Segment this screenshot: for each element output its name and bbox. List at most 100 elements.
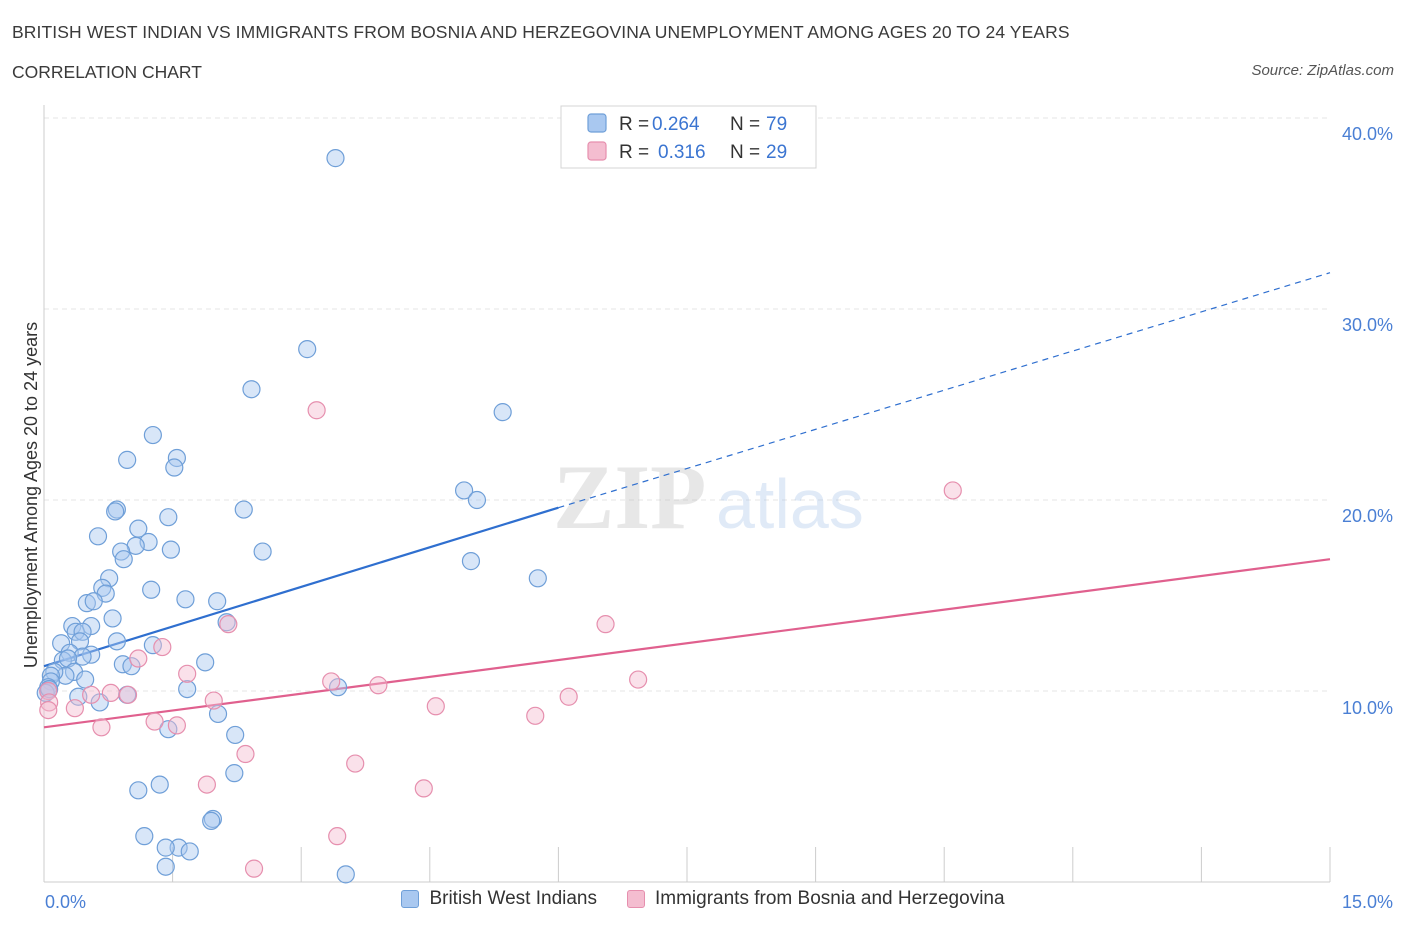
data-point[interactable] <box>159 508 178 527</box>
data-point[interactable] <box>135 827 154 846</box>
legend-label: British West Indians <box>429 888 597 909</box>
y-tick-labels: 40.0% 30.0% 20.0% 10.0% <box>1342 124 1393 718</box>
data-point[interactable] <box>107 632 126 651</box>
data-point[interactable] <box>322 672 341 691</box>
legend-n-value: 79 <box>766 114 787 135</box>
data-point[interactable] <box>226 725 245 745</box>
data-point[interactable] <box>454 481 474 500</box>
data-point[interactable] <box>65 699 84 718</box>
data-point[interactable] <box>101 683 120 703</box>
data-point[interactable] <box>153 637 172 657</box>
data-point[interactable] <box>197 775 216 794</box>
data-point[interactable] <box>208 592 227 611</box>
data-point[interactable] <box>467 490 487 510</box>
data-point[interactable] <box>159 720 178 739</box>
data-point[interactable] <box>82 685 101 704</box>
trend-line-bwi <box>43 506 559 668</box>
data-point[interactable] <box>41 666 60 685</box>
data-point[interactable] <box>122 657 141 676</box>
source-credit: Source: ZipAtlas.com <box>1251 62 1394 79</box>
trend-lines <box>43 272 1331 729</box>
data-point[interactable] <box>167 716 186 735</box>
data-point[interactable] <box>414 779 433 798</box>
data-point[interactable] <box>328 827 347 846</box>
data-point[interactable] <box>461 552 481 571</box>
data-point[interactable] <box>118 685 138 704</box>
data-point[interactable] <box>156 838 175 857</box>
data-point[interactable] <box>63 616 82 636</box>
data-point[interactable] <box>369 676 388 695</box>
data-point[interactable] <box>142 580 161 599</box>
legend-swatch-blue <box>401 890 420 908</box>
data-point[interactable] <box>336 865 355 884</box>
y-tick-label: 30.0% <box>1342 315 1393 335</box>
data-point[interactable] <box>244 859 264 878</box>
data-point[interactable] <box>253 542 272 561</box>
data-point[interactable] <box>129 781 148 800</box>
data-point[interactable] <box>114 550 133 569</box>
data-point[interactable] <box>77 594 96 613</box>
legend-r-value: 0.264 <box>652 114 700 135</box>
data-point[interactable] <box>208 704 228 724</box>
data-point[interactable] <box>106 502 125 521</box>
data-point[interactable] <box>84 592 103 611</box>
data-point[interactable] <box>225 764 244 783</box>
data-point[interactable] <box>165 458 184 477</box>
watermark-atlas: atlas <box>716 465 864 543</box>
data-point[interactable] <box>298 340 317 359</box>
legend-r-label: R = <box>619 142 649 163</box>
legend-n-value: 29 <box>766 142 787 163</box>
y-tick-label: 40.0% <box>1342 124 1393 144</box>
data-point[interactable] <box>493 403 512 422</box>
data-point[interactable] <box>204 691 223 710</box>
data-point[interactable] <box>236 744 255 764</box>
data-point[interactable] <box>92 718 111 737</box>
data-point[interactable] <box>242 380 261 399</box>
data-point[interactable] <box>943 481 962 500</box>
data-point[interactable] <box>40 693 59 712</box>
data-point[interactable] <box>234 500 253 519</box>
y-tick-label: 20.0% <box>1342 506 1393 526</box>
data-point[interactable] <box>169 838 188 857</box>
data-point[interactable] <box>346 754 365 773</box>
data-point[interactable] <box>180 842 199 861</box>
data-point[interactable] <box>196 653 215 672</box>
data-point[interactable] <box>100 569 119 588</box>
data-point[interactable] <box>150 775 169 794</box>
data-point[interactable] <box>528 569 547 588</box>
legend-swatch-pink <box>587 141 607 161</box>
data-point[interactable] <box>39 700 58 720</box>
legend-item-british-west-indians[interactable]: British West Indians <box>401 888 597 910</box>
data-point[interactable] <box>103 609 122 628</box>
data-point[interactable] <box>326 149 345 168</box>
legend-item-bosnia-herzegovina[interactable]: Immigrants from Bosnia and Herzegovina <box>627 888 1005 910</box>
data-point[interactable] <box>178 679 197 699</box>
data-point[interactable] <box>219 615 238 634</box>
data-point[interactable] <box>93 578 112 597</box>
data-point[interactable] <box>202 811 221 830</box>
data-point[interactable] <box>526 706 545 725</box>
watermark-zip: ZIP <box>553 446 706 548</box>
data-point[interactable] <box>596 615 615 634</box>
data-point[interactable] <box>145 712 164 731</box>
data-point[interactable] <box>70 632 90 651</box>
data-point[interactable] <box>143 425 162 445</box>
legend-label: Immigrants from Bosnia and Herzegovina <box>655 888 1005 909</box>
data-point[interactable] <box>73 647 92 666</box>
data-point[interactable] <box>76 670 95 689</box>
data-point[interactable] <box>629 670 648 689</box>
data-point[interactable] <box>176 590 195 609</box>
data-point[interactable] <box>178 664 197 683</box>
data-point[interactable] <box>88 527 108 546</box>
data-point[interactable] <box>426 697 445 716</box>
data-point[interactable] <box>559 687 578 706</box>
data-point[interactable] <box>161 540 180 559</box>
data-point[interactable] <box>66 622 85 641</box>
legend-r-label: R = <box>619 114 649 135</box>
data-point[interactable] <box>307 401 326 420</box>
trend-line-bosnia <box>43 558 1331 729</box>
data-point[interactable] <box>118 450 137 469</box>
data-point[interactable] <box>129 649 148 668</box>
data-point[interactable] <box>156 857 175 876</box>
